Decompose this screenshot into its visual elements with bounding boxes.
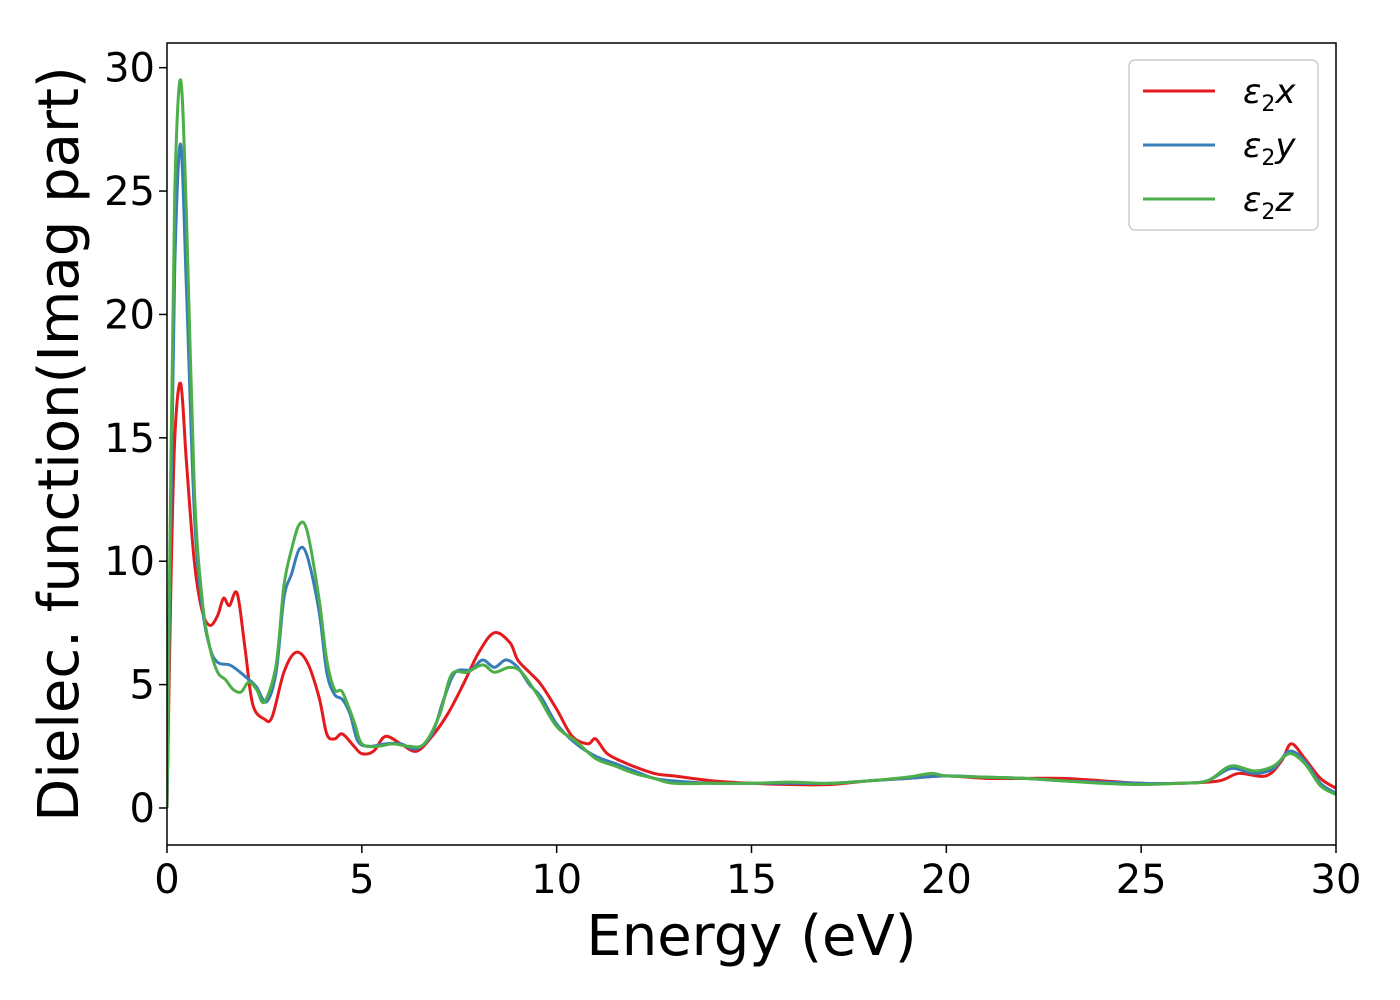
legend-label-1: ε2y [1243, 126, 1296, 171]
legend: ε2x ε2y ε2z [1128, 59, 1319, 231]
x-tick-label: 30 [1311, 857, 1362, 903]
y-tick-label: 30 [104, 46, 155, 92]
series-line-1 [167, 142, 1336, 808]
x-tick-label: 25 [1116, 857, 1167, 903]
y-tick-label: 20 [104, 292, 155, 338]
x-tick-label: 10 [531, 857, 582, 903]
legend-label-2: ε2z [1243, 180, 1294, 225]
y-axis-label: Dielec. function(Imag part) [27, 66, 92, 822]
x-tick-label: 20 [921, 857, 972, 903]
x-axis-label: Energy (eV) [586, 904, 916, 969]
y-tick-label: 15 [104, 416, 155, 462]
legend-label-0: ε2x [1243, 72, 1296, 117]
y-tick-label: 0 [130, 786, 155, 832]
series-layer [167, 78, 1336, 809]
ticks-layer: 0 5 10 15 20 25 30 0 5 10 15 20 25 30 [104, 46, 1361, 903]
series-line-2 [167, 78, 1336, 808]
y-tick-label: 10 [104, 539, 155, 585]
legend-box [1128, 59, 1319, 231]
y-tick-label: 25 [104, 169, 155, 215]
y-tick-label: 5 [130, 663, 155, 709]
x-tick-label: 5 [349, 857, 374, 903]
x-tick-label: 0 [154, 857, 179, 903]
series-line-0 [167, 381, 1336, 809]
x-tick-label: 15 [726, 857, 777, 903]
